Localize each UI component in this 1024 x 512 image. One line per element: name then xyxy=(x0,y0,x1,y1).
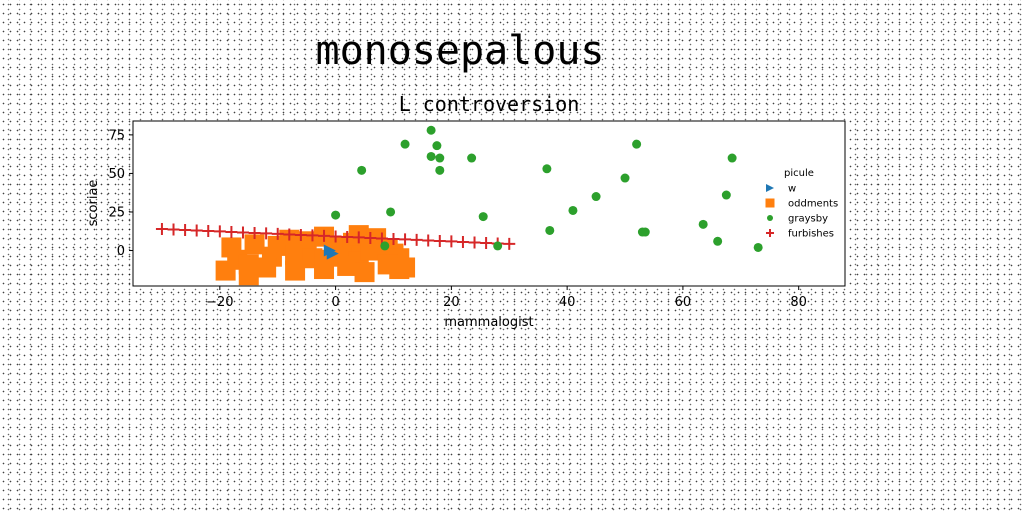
data-point-graysby xyxy=(632,139,642,149)
data-point-graysby xyxy=(753,242,763,252)
legend-title: picule xyxy=(784,168,814,179)
data-point-graysby xyxy=(432,141,442,151)
data-point-furbishes xyxy=(294,228,307,241)
legend-marker-oddments xyxy=(765,198,775,208)
data-point-graysby xyxy=(493,241,503,251)
legend-label-w: w xyxy=(788,184,796,195)
y-axis-label: scoriae xyxy=(86,180,101,227)
data-point-oddments xyxy=(360,240,381,261)
x-tick-label: 60 xyxy=(675,295,692,310)
data-point-graysby xyxy=(620,173,630,183)
data-point-oddments xyxy=(238,265,259,286)
data-point-furbishes xyxy=(306,229,319,242)
data-point-furbishes xyxy=(364,232,377,245)
x-tick-label: 80 xyxy=(790,295,807,310)
legend-label-graysby: graysby xyxy=(788,214,828,225)
marks-layer xyxy=(155,125,763,286)
x-tick-label: 20 xyxy=(443,295,460,310)
data-point-graysby xyxy=(727,153,737,163)
data-point-oddments xyxy=(244,234,265,255)
data-point-graysby xyxy=(568,205,578,215)
data-point-graysby xyxy=(467,153,477,163)
data-point-furbishes xyxy=(202,224,215,237)
chart-title: L controversion xyxy=(399,92,580,116)
y-tick-label: 75 xyxy=(108,128,125,143)
data-point-furbishes xyxy=(503,237,516,250)
data-point-furbishes xyxy=(190,224,203,237)
data-point-furbishes xyxy=(480,236,493,249)
data-point-furbishes xyxy=(468,236,481,249)
data-point-graysby xyxy=(357,165,367,175)
data-point-graysby xyxy=(386,207,396,217)
y-tick-label: 50 xyxy=(108,167,125,182)
y-tick-label: 25 xyxy=(108,205,125,220)
data-point-graysby xyxy=(400,139,410,149)
legend-label-oddments: oddments xyxy=(788,199,838,210)
x-tick-label: 40 xyxy=(559,295,576,310)
data-point-w xyxy=(326,247,339,260)
x-tick-label: −20 xyxy=(206,295,233,310)
data-point-graysby xyxy=(426,125,436,135)
legend-label-furbishes: furbishes xyxy=(788,229,834,240)
data-point-furbishes xyxy=(456,236,469,249)
data-point-furbishes xyxy=(213,225,226,238)
data-point-furbishes xyxy=(352,231,365,244)
data-point-graysby xyxy=(698,219,708,229)
x-axis: −20 0 20 40 60 80 xyxy=(206,286,807,310)
figure-suptitle: monosepalous xyxy=(316,28,605,74)
data-point-graysby xyxy=(478,212,488,222)
data-point-graysby xyxy=(435,153,445,163)
data-point-graysby xyxy=(331,210,341,220)
data-point-furbishes xyxy=(248,226,261,239)
data-point-furbishes xyxy=(445,235,458,248)
data-point-furbishes xyxy=(341,230,354,243)
data-point-furbishes xyxy=(271,227,284,240)
y-axis: 0 25 50 75 xyxy=(108,128,133,259)
data-point-graysby xyxy=(721,190,731,200)
data-point-furbishes xyxy=(225,226,238,239)
data-point-graysby xyxy=(591,192,601,202)
data-point-graysby xyxy=(713,236,723,246)
data-point-oddments xyxy=(256,257,277,278)
data-point-graysby xyxy=(426,151,436,161)
data-point-oddments xyxy=(285,245,306,266)
data-point-furbishes xyxy=(329,230,342,243)
data-point-oddments xyxy=(337,255,358,276)
legend-marker-w xyxy=(766,184,774,192)
data-point-furbishes xyxy=(318,229,331,242)
data-point-graysby xyxy=(545,225,555,235)
data-point-oddments xyxy=(285,260,306,281)
data-point-furbishes xyxy=(260,227,273,240)
legend: picule w oddments graysby furbishes xyxy=(765,168,838,240)
data-point-furbishes xyxy=(410,233,423,246)
y-tick-label: 0 xyxy=(117,244,125,259)
data-point-furbishes xyxy=(167,223,180,236)
data-point-furbishes xyxy=(433,234,446,247)
data-point-oddments xyxy=(215,260,236,281)
data-point-graysby xyxy=(380,241,390,251)
data-point-graysby xyxy=(435,165,445,175)
data-point-furbishes xyxy=(399,233,412,246)
data-point-graysby xyxy=(637,227,647,237)
data-point-furbishes xyxy=(283,228,296,241)
data-point-oddments xyxy=(314,259,335,280)
data-point-furbishes xyxy=(179,224,192,237)
x-tick-label: 0 xyxy=(331,295,339,310)
data-point-furbishes xyxy=(422,234,435,247)
legend-marker-furbishes xyxy=(766,229,774,237)
data-point-furbishes xyxy=(155,222,168,235)
data-point-furbishes xyxy=(387,232,400,245)
data-point-oddments xyxy=(395,257,416,278)
x-axis-label: mammalogist xyxy=(444,315,533,330)
data-point-furbishes xyxy=(236,226,249,239)
data-point-graysby xyxy=(542,164,552,174)
legend-marker-graysby xyxy=(767,215,773,221)
data-point-oddments xyxy=(354,262,375,283)
